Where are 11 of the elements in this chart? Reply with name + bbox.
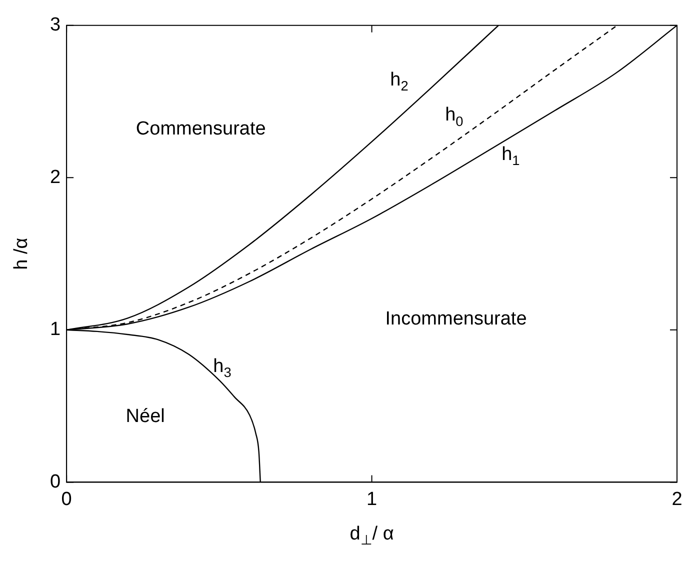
y-axis-title: h /α — [11, 238, 32, 270]
y-tick-label: 1 — [50, 319, 61, 340]
annotation: Commensurate — [136, 118, 266, 140]
y-tick-label: 3 — [50, 14, 61, 36]
y-tick-label: 0 — [50, 471, 61, 492]
annotation: Incommensurate — [385, 308, 527, 330]
x-axis-title: d⊥/ α — [350, 523, 394, 548]
x-tick-label: 1 — [366, 488, 378, 510]
x-tick-label: 2 — [672, 488, 682, 510]
y-tick-label: 2 — [50, 166, 61, 188]
annotation: Néel — [126, 406, 165, 428]
